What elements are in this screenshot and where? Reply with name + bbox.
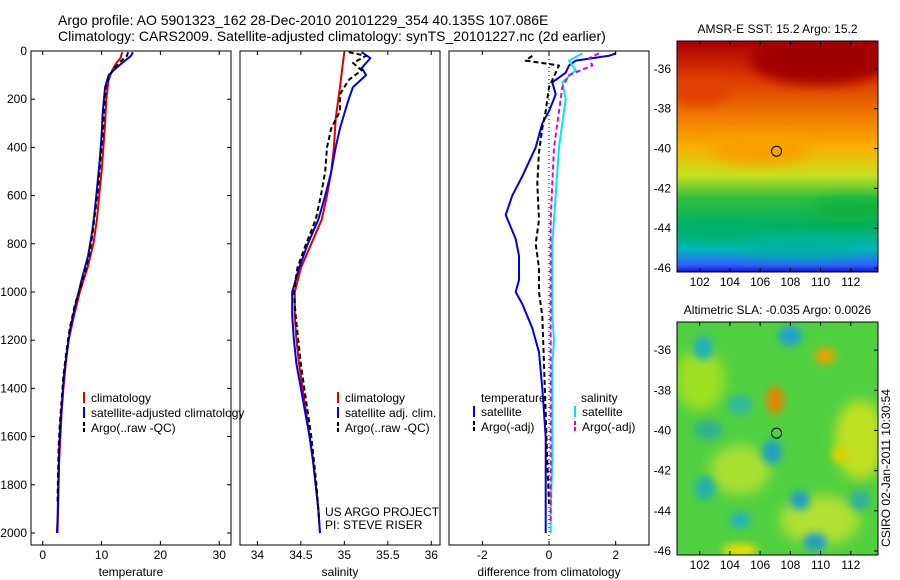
sst-xtick-label: 110 <box>811 275 830 289</box>
sla-xtick-label: 108 <box>780 558 800 572</box>
temperature-ytick-label: 1400 <box>0 381 27 395</box>
difference-xtick-label: 0 <box>546 548 553 562</box>
sst-xtick-label: 112 <box>841 275 860 289</box>
sst-xtick-label: 108 <box>780 275 800 289</box>
salinity-series-red <box>293 52 346 534</box>
temperature-xtick-label: 10 <box>95 548 109 562</box>
temperature-ytick-label: 1800 <box>0 478 27 492</box>
salinity-annotation-line: PI: STEVE RISER <box>325 518 423 532</box>
sst-map <box>677 41 878 272</box>
temperature-ytick-label: 1200 <box>0 333 27 347</box>
temperature-xtick-label: 20 <box>154 548 168 562</box>
salinity-series-black <box>292 51 368 521</box>
temperature-xlabel: temperature <box>99 565 164 579</box>
difference-legend-entry: Argo(-adj) <box>582 420 635 434</box>
sla-ytick-label: -40 <box>654 423 672 437</box>
sst-ytick-label: -42 <box>654 181 672 195</box>
series-layer <box>55 51 783 534</box>
difference-xtick-label: -2 <box>477 548 488 562</box>
temperature-ytick-label: 400 <box>7 140 27 154</box>
difference-legend-entry: Argo(-adj) <box>481 420 534 434</box>
difference-legend-entry: satellite <box>481 405 522 419</box>
temperature-legend-entry: climatology <box>91 391 151 405</box>
difference-xlabel: difference from climatology <box>477 565 620 579</box>
temperature-xtick-label: 0 <box>39 548 46 562</box>
temperature-xtick-label: 30 <box>213 548 227 562</box>
sst-title: AMSR-E SST: 15.2 Argo: 15.2 <box>697 22 857 36</box>
temperature-ytick-label: 200 <box>7 92 27 106</box>
temperature-series-blue <box>55 51 134 534</box>
difference-legend-entry: satellite <box>582 405 623 419</box>
title-line-1: Argo profile: AO 5901323_162 28-Dec-2010… <box>58 12 549 28</box>
difference-xtick-label: 2 <box>612 548 619 562</box>
sst-ytick-label: -44 <box>654 221 672 235</box>
salinity-legend-entry: climatology <box>345 391 405 405</box>
sst-ytick-label: -46 <box>654 261 672 275</box>
temperature-legend-entry: satellite-adjusted climatology <box>91 406 244 420</box>
difference-series-blue <box>504 52 617 533</box>
sla-ytick-label: -38 <box>654 383 672 397</box>
salinity-legend-entry: Argo(..raw -QC) <box>345 421 430 435</box>
sla-xtick-label: 112 <box>841 558 860 572</box>
sla-map-frame <box>676 321 879 556</box>
salinity-xtick-label: 34 <box>251 548 265 562</box>
salinity-series-blue <box>291 51 372 534</box>
side-timestamp-label: CSIRO 02-Jan-2011 10:30:54 <box>879 389 893 547</box>
difference-series-magenta <box>549 52 600 521</box>
sst-map-frame <box>676 40 879 273</box>
sst-ytick-label: -40 <box>654 142 672 156</box>
sst-xtick-label: 104 <box>720 275 740 289</box>
temperature-ytick-label: 1000 <box>0 285 27 299</box>
salinity-panel-frame <box>239 50 441 546</box>
salinity-xtick-label: 34.5 <box>289 548 313 562</box>
difference-legend-heading-temperature: temperature <box>481 391 546 405</box>
temperature-ytick-label: 2000 <box>0 526 27 540</box>
title-line-2: Climatology: CARS2009. Satellite-adjuste… <box>58 28 606 44</box>
difference-panel-frame <box>448 50 650 546</box>
sst-argo-marker <box>771 145 783 157</box>
sla-ytick-label: -42 <box>654 464 672 478</box>
sla-xtick-label: 104 <box>720 558 740 572</box>
sla-ytick-label: -36 <box>654 343 672 357</box>
salinity-xtick-label: 36 <box>425 548 439 562</box>
salinity-annotation-line: US ARGO PROJECT <box>325 505 440 519</box>
difference-legend-heading-salinity: salinity <box>581 391 618 405</box>
sla-ytick-label: -46 <box>654 544 672 558</box>
sst-xtick-label: 106 <box>750 275 770 289</box>
axis-ticks-layer <box>31 41 878 555</box>
sla-xtick-label: 102 <box>690 558 710 572</box>
temperature-ytick-label: 0 <box>20 44 27 58</box>
temperature-series-red <box>56 51 124 534</box>
salinity-xtick-label: 35 <box>338 548 352 562</box>
difference-series-black <box>524 54 560 505</box>
label-layer: 0 10 20 30020040060080010001200140016001800… <box>0 22 893 579</box>
sla-map <box>677 322 878 555</box>
temperature-series-black <box>56 51 130 505</box>
salinity-xtick-label: 35.5 <box>376 548 400 562</box>
sst-ytick-label: -36 <box>654 62 672 76</box>
salinity-xlabel: salinity <box>322 565 359 579</box>
sla-xtick-label: 110 <box>811 558 830 572</box>
temperature-ytick-label: 600 <box>7 189 27 203</box>
sla-xtick-label: 106 <box>750 558 770 572</box>
sla-ytick-label: -44 <box>654 504 672 518</box>
temperature-ytick-label: 1600 <box>0 430 27 444</box>
salinity-legend-entry: satellite adj. clim. <box>345 406 436 420</box>
temperature-panel-frame <box>30 50 232 546</box>
temperature-legend-entry: Argo(..raw -QC) <box>91 421 176 435</box>
temperature-ytick-label: 800 <box>7 237 27 251</box>
difference-series-cyan <box>549 52 583 533</box>
sla-title: Altimetric SLA: -0.035 Argo: 0.0026 <box>684 303 872 317</box>
sst-xtick-label: 102 <box>690 275 710 289</box>
sla-argo-marker <box>771 427 783 439</box>
sst-ytick-label: -38 <box>654 102 672 116</box>
